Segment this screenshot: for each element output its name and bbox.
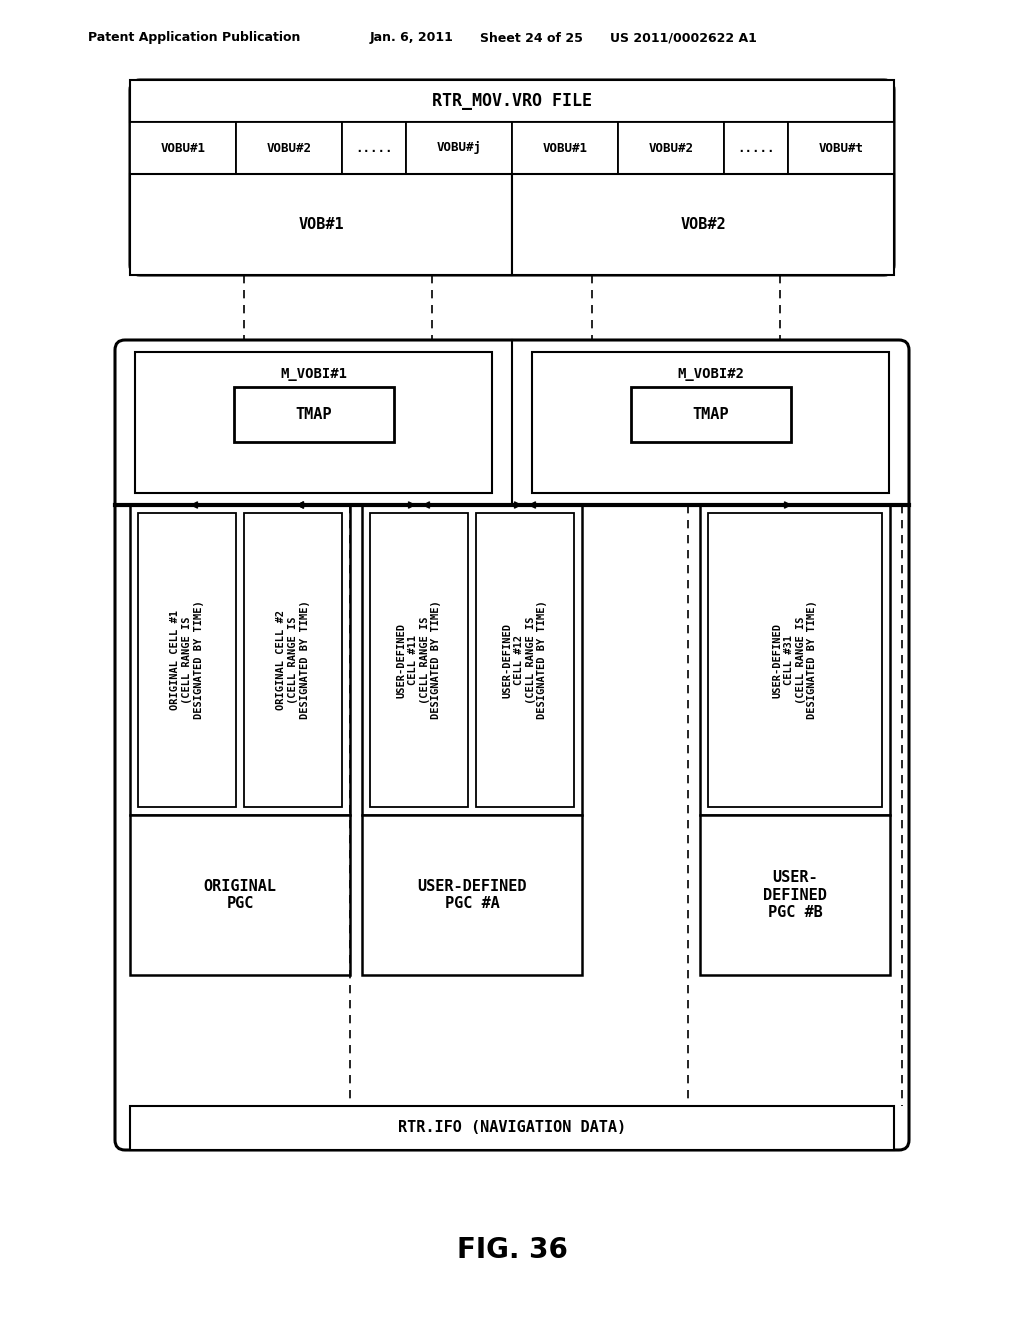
- Bar: [618, 121, 724, 174]
- Text: VOBU#t: VOBU#t: [818, 141, 863, 154]
- Text: USER-DEFINED
CELL #31
(CELL RANGE IS
DESIGNATED BY TIME): USER-DEFINED CELL #31 (CELL RANGE IS DES…: [772, 601, 817, 719]
- Bar: [512, 174, 894, 275]
- Bar: [631, 387, 791, 442]
- Bar: [787, 121, 894, 174]
- Text: RTR.IFO (NAVIGATION DATA): RTR.IFO (NAVIGATION DATA): [398, 1121, 626, 1135]
- Bar: [130, 506, 350, 814]
- FancyBboxPatch shape: [115, 341, 909, 1150]
- FancyBboxPatch shape: [130, 81, 894, 275]
- Bar: [135, 352, 492, 492]
- Bar: [362, 814, 582, 975]
- Bar: [512, 121, 618, 174]
- Text: USER-
DEFINED
PGC #B: USER- DEFINED PGC #B: [763, 870, 827, 920]
- Bar: [138, 513, 236, 807]
- Text: VOBU#1: VOBU#1: [161, 141, 206, 154]
- Text: M_VOBI#2: M_VOBI#2: [677, 367, 744, 381]
- Bar: [370, 513, 468, 807]
- Text: VOB#1: VOB#1: [298, 216, 344, 232]
- Bar: [476, 513, 574, 807]
- Text: USER-DEFINED
CELL #12
(CELL RANGE IS
DESIGNATED BY TIME): USER-DEFINED CELL #12 (CELL RANGE IS DES…: [503, 601, 548, 719]
- Text: ORIGINAL CELL #1
(CELL RANGE IS
DESIGNATED BY TIME): ORIGINAL CELL #1 (CELL RANGE IS DESIGNAT…: [170, 601, 204, 719]
- Text: ORIGINAL
PGC: ORIGINAL PGC: [204, 879, 276, 911]
- Text: USER-DEFINED
CELL #11
(CELL RANGE IS
DESIGNATED BY TIME): USER-DEFINED CELL #11 (CELL RANGE IS DES…: [396, 601, 441, 719]
- Bar: [130, 814, 350, 975]
- Text: VOBU#2: VOBU#2: [266, 141, 311, 154]
- Bar: [130, 121, 237, 174]
- Bar: [342, 121, 406, 174]
- Text: VOB#2: VOB#2: [680, 216, 726, 232]
- Bar: [532, 352, 889, 492]
- Bar: [708, 513, 882, 807]
- Text: USER-DEFINED
PGC #A: USER-DEFINED PGC #A: [417, 879, 526, 911]
- Text: VOBU#1: VOBU#1: [543, 141, 588, 154]
- Text: M_VOBI#1: M_VOBI#1: [280, 367, 347, 381]
- Bar: [237, 121, 342, 174]
- Text: TMAP: TMAP: [692, 407, 729, 422]
- Text: TMAP: TMAP: [295, 407, 332, 422]
- Text: .....: .....: [355, 141, 393, 154]
- Bar: [362, 506, 582, 814]
- Text: .....: .....: [737, 141, 775, 154]
- Text: Patent Application Publication: Patent Application Publication: [88, 32, 300, 45]
- Text: Sheet 24 of 25: Sheet 24 of 25: [480, 32, 583, 45]
- Text: RTR_MOV.VRO FILE: RTR_MOV.VRO FILE: [432, 92, 592, 110]
- Text: VOBU#j: VOBU#j: [436, 141, 481, 154]
- Bar: [233, 387, 393, 442]
- Text: ORIGINAL CELL #2
(CELL RANGE IS
DESIGNATED BY TIME): ORIGINAL CELL #2 (CELL RANGE IS DESIGNAT…: [276, 601, 309, 719]
- Bar: [130, 174, 512, 275]
- Text: Jan. 6, 2011: Jan. 6, 2011: [370, 32, 454, 45]
- Bar: [130, 1106, 894, 1150]
- Bar: [724, 121, 787, 174]
- Bar: [700, 506, 890, 814]
- Text: FIG. 36: FIG. 36: [457, 1236, 567, 1265]
- Text: US 2011/0002622 A1: US 2011/0002622 A1: [610, 32, 757, 45]
- Bar: [244, 513, 342, 807]
- Bar: [700, 814, 890, 975]
- Text: VOBU#2: VOBU#2: [648, 141, 693, 154]
- Bar: [406, 121, 512, 174]
- Bar: [130, 81, 894, 121]
